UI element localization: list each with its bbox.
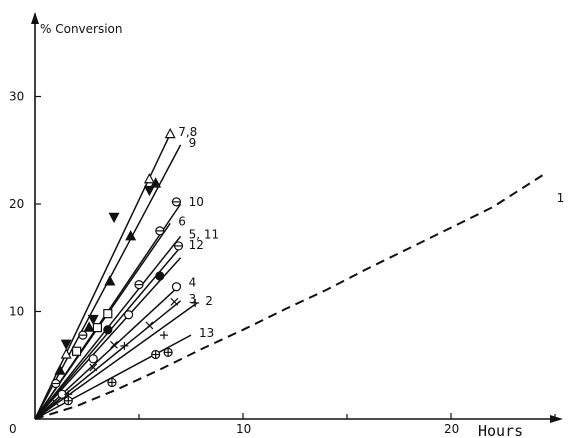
data-point xyxy=(103,325,113,335)
series-label: 2 xyxy=(205,294,213,308)
y-tick-label: 20 xyxy=(9,197,24,211)
data-point xyxy=(173,241,184,251)
data-point xyxy=(89,363,98,372)
x-axis-label: Hours xyxy=(478,422,523,438)
data-point xyxy=(125,229,137,241)
data-point-stroke-b xyxy=(170,297,179,306)
series-label: 1 xyxy=(557,191,565,205)
data-point-stroke-b xyxy=(145,321,154,330)
axes: 0 10 20 30 10 20 xyxy=(9,12,563,436)
data-points xyxy=(51,127,200,407)
series-label: 4 xyxy=(189,276,197,290)
series-label: 5, 11 xyxy=(189,227,220,241)
data-point xyxy=(51,378,61,389)
y-axis-arrow xyxy=(31,12,39,24)
series-line xyxy=(34,302,198,420)
data-point xyxy=(143,185,155,197)
data-point xyxy=(71,346,82,356)
series-label: 9 xyxy=(189,136,197,150)
data-point xyxy=(124,310,134,320)
series-label: 7,8 xyxy=(178,125,197,139)
x-tick-label: 20 xyxy=(444,422,459,436)
data-point xyxy=(78,330,88,340)
data-point xyxy=(159,331,168,340)
data-point xyxy=(88,354,98,364)
data-point xyxy=(134,280,144,290)
data-point xyxy=(60,339,72,351)
data-point xyxy=(92,323,103,333)
origin-label: 0 xyxy=(9,422,17,436)
data-point xyxy=(54,364,66,375)
series-label: 10 xyxy=(189,195,204,209)
data-point xyxy=(63,396,73,406)
data-point xyxy=(171,282,182,292)
data-point xyxy=(155,271,165,281)
data-point xyxy=(51,398,60,407)
series-label: 13 xyxy=(199,326,214,340)
data-point xyxy=(164,127,176,139)
x-axis-arrow xyxy=(550,415,563,423)
data-point xyxy=(103,309,113,319)
series-line xyxy=(34,300,182,420)
data-point xyxy=(171,197,182,207)
series-label: 6 xyxy=(178,214,186,228)
data-point xyxy=(110,340,118,349)
data-point xyxy=(104,275,116,286)
series-line xyxy=(34,173,546,420)
data-point-stroke-b xyxy=(51,398,60,407)
series-lines xyxy=(34,133,546,420)
x-tick-label: 10 xyxy=(236,422,251,436)
data-point xyxy=(145,321,154,330)
data-point xyxy=(60,348,72,359)
data-point xyxy=(155,226,165,236)
data-point-stroke-b xyxy=(110,340,118,349)
data-point xyxy=(120,341,129,350)
data-point xyxy=(87,314,99,326)
data-point xyxy=(191,298,200,307)
data-point xyxy=(143,172,155,184)
data-point xyxy=(150,177,162,188)
y-tick-label: 10 xyxy=(9,305,24,319)
data-point xyxy=(163,347,173,357)
data-point xyxy=(170,297,179,306)
y-axis-label: % Conversion xyxy=(40,22,123,36)
data-point xyxy=(107,377,117,388)
series-label: 3 xyxy=(189,292,197,306)
data-point-stroke-b xyxy=(89,363,98,372)
y-tick-label: 30 xyxy=(9,90,24,104)
data-point xyxy=(83,321,95,332)
data-point xyxy=(108,212,120,224)
data-point xyxy=(151,349,161,360)
series-label: 12 xyxy=(189,238,204,252)
